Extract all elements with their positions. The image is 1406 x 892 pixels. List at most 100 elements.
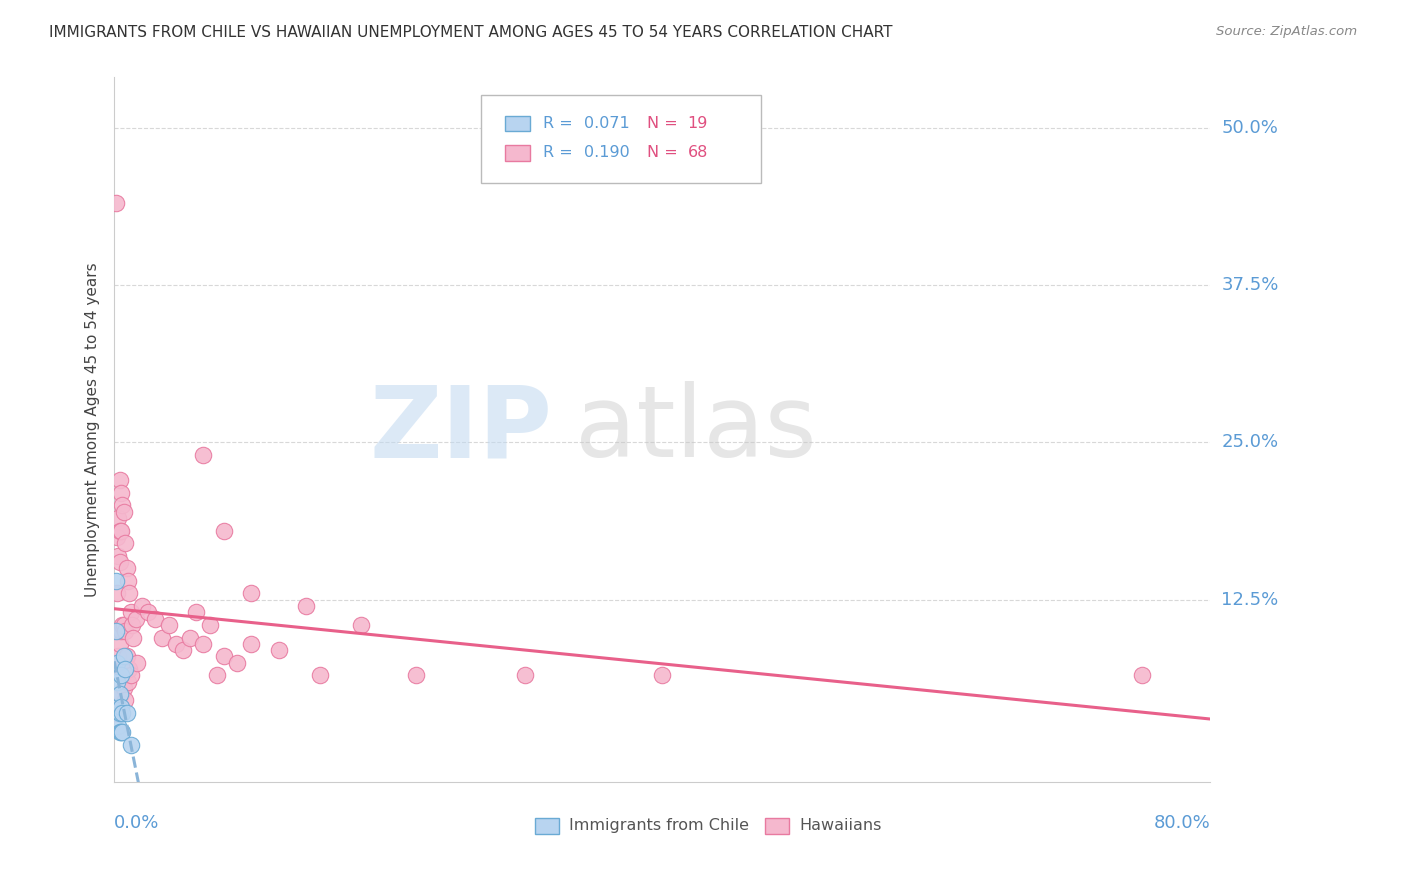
- Point: [651, 668, 673, 682]
- Text: N =: N =: [647, 145, 683, 161]
- Point: [108, 725, 131, 739]
- Point: [120, 668, 142, 682]
- Point: [108, 699, 131, 714]
- Point: [107, 706, 129, 720]
- Point: [267, 643, 290, 657]
- FancyBboxPatch shape: [506, 145, 530, 161]
- FancyBboxPatch shape: [536, 818, 560, 834]
- Point: [108, 555, 131, 569]
- Text: 12.5%: 12.5%: [1222, 591, 1278, 608]
- Text: 50.0%: 50.0%: [1222, 119, 1278, 136]
- Text: R =: R =: [543, 116, 578, 131]
- Text: 80.0%: 80.0%: [1153, 814, 1211, 832]
- Point: [111, 662, 134, 676]
- Point: [107, 511, 129, 525]
- Point: [115, 561, 138, 575]
- Point: [186, 605, 208, 619]
- Text: 19: 19: [688, 116, 707, 131]
- Point: [125, 612, 148, 626]
- Point: [110, 668, 132, 682]
- Point: [131, 599, 153, 613]
- Text: IMMIGRANTS FROM CHILE VS HAWAIIAN UNEMPLOYMENT AMONG AGES 45 TO 54 YEARS CORRELA: IMMIGRANTS FROM CHILE VS HAWAIIAN UNEMPL…: [49, 25, 893, 40]
- Text: R =: R =: [543, 145, 578, 161]
- Point: [104, 574, 127, 588]
- Point: [212, 649, 235, 664]
- Point: [111, 725, 134, 739]
- Point: [115, 649, 138, 664]
- Point: [107, 699, 129, 714]
- Point: [105, 530, 128, 544]
- Point: [105, 674, 128, 689]
- Point: [127, 656, 149, 670]
- Point: [165, 637, 187, 651]
- Point: [112, 681, 135, 695]
- Point: [108, 706, 131, 720]
- Point: [104, 196, 127, 211]
- Point: [108, 687, 131, 701]
- Point: [110, 725, 132, 739]
- Point: [121, 618, 143, 632]
- FancyBboxPatch shape: [765, 818, 789, 834]
- FancyBboxPatch shape: [506, 115, 530, 131]
- Text: 25.0%: 25.0%: [1222, 434, 1278, 451]
- Point: [240, 586, 263, 600]
- Point: [110, 687, 132, 701]
- Point: [108, 637, 131, 651]
- Point: [118, 662, 141, 676]
- Point: [122, 631, 145, 645]
- Point: [143, 612, 166, 626]
- Point: [120, 738, 142, 752]
- Text: 0.071: 0.071: [585, 116, 630, 131]
- Point: [205, 668, 228, 682]
- Point: [308, 668, 330, 682]
- Text: Hawaiians: Hawaiians: [799, 819, 882, 833]
- Point: [110, 485, 132, 500]
- Text: atlas: atlas: [575, 382, 815, 478]
- Text: 0.190: 0.190: [585, 145, 630, 161]
- Point: [107, 649, 129, 664]
- Point: [107, 624, 129, 639]
- Point: [114, 662, 136, 676]
- Point: [118, 586, 141, 600]
- Text: ZIP: ZIP: [370, 382, 553, 478]
- Point: [104, 624, 127, 639]
- Point: [117, 574, 139, 588]
- Point: [110, 699, 132, 714]
- Point: [112, 649, 135, 664]
- Point: [105, 586, 128, 600]
- Point: [114, 536, 136, 550]
- Point: [405, 668, 427, 682]
- Y-axis label: Unemployment Among Ages 45 to 54 years: Unemployment Among Ages 45 to 54 years: [86, 262, 100, 597]
- Point: [114, 693, 136, 707]
- Text: 68: 68: [688, 145, 707, 161]
- Point: [112, 618, 135, 632]
- Point: [240, 637, 263, 651]
- Point: [114, 624, 136, 639]
- Point: [295, 599, 318, 613]
- Text: Immigrants from Chile: Immigrants from Chile: [569, 819, 749, 833]
- Point: [111, 706, 134, 720]
- Point: [107, 718, 129, 732]
- Point: [108, 473, 131, 487]
- Point: [179, 631, 201, 645]
- Point: [157, 618, 180, 632]
- Text: 37.5%: 37.5%: [1222, 277, 1278, 294]
- Point: [107, 549, 129, 563]
- Point: [198, 618, 221, 632]
- Point: [115, 706, 138, 720]
- FancyBboxPatch shape: [481, 95, 761, 183]
- Point: [104, 706, 127, 720]
- Point: [150, 631, 173, 645]
- Point: [117, 674, 139, 689]
- Point: [350, 618, 373, 632]
- Point: [110, 624, 132, 639]
- Point: [193, 637, 215, 651]
- Point: [107, 699, 129, 714]
- Point: [105, 662, 128, 676]
- Point: [111, 499, 134, 513]
- Point: [226, 656, 249, 670]
- Text: N =: N =: [647, 116, 683, 131]
- Point: [515, 668, 537, 682]
- Point: [110, 524, 132, 538]
- Text: Source: ZipAtlas.com: Source: ZipAtlas.com: [1216, 25, 1357, 38]
